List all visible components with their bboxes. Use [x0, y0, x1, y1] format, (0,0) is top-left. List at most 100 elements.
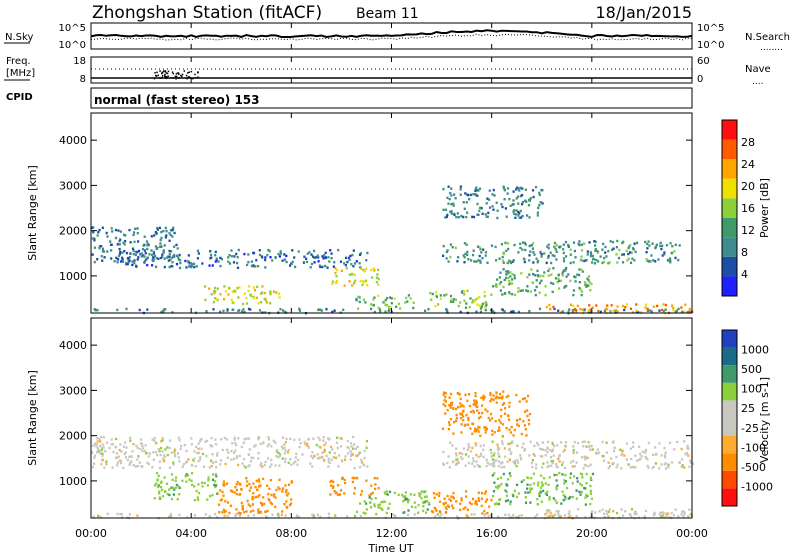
heatmap-cell [179, 447, 182, 451]
heatmap-cell [370, 268, 373, 272]
heatmap-cell [484, 308, 487, 312]
heatmap-cell [267, 436, 270, 439]
heatmap-cell [124, 240, 127, 243]
heatmap-cell [509, 516, 512, 519]
heatmap-cell [526, 487, 529, 490]
nave-point [161, 76, 163, 79]
heatmap-cell [535, 279, 538, 282]
heatmap-cell [210, 459, 213, 462]
nave-point [164, 71, 167, 73]
heatmap-cell [245, 297, 248, 300]
heatmap-cell [101, 443, 105, 446]
heatmap-cell [272, 495, 276, 498]
heatmap-cell [503, 402, 506, 405]
heatmap-cell [93, 456, 96, 459]
heatmap-cell [556, 444, 559, 447]
heatmap-cell [519, 289, 522, 292]
heatmap-cell [171, 478, 174, 482]
heatmap-cell [96, 451, 99, 454]
heatmap-cell [122, 233, 126, 237]
heatmap-cell [483, 492, 486, 495]
heatmap-cell [110, 438, 113, 441]
heatmap-cell [96, 440, 99, 443]
heatmap-cell [142, 244, 145, 247]
heatmap-cell [474, 404, 477, 407]
heatmap-cell [503, 189, 506, 192]
nave-point [164, 70, 167, 72]
heatmap-cell [333, 490, 336, 493]
heatmap-cell [538, 307, 542, 311]
heatmap-cell [161, 255, 164, 259]
heatmap-cell [226, 514, 229, 518]
heatmap-cell [581, 476, 584, 479]
heatmap-cell [465, 215, 468, 219]
heatmap-cell [138, 308, 141, 312]
heatmap-cell [578, 281, 581, 284]
heatmap-cell [450, 401, 453, 405]
heatmap-cell [552, 305, 555, 309]
heatmap-cell [597, 309, 600, 313]
heatmap-cell [545, 509, 549, 512]
heatmap-cell [620, 453, 623, 457]
heatmap-cell [516, 444, 519, 448]
heatmap-cell [265, 301, 268, 304]
heatmap-cell [390, 297, 393, 300]
heatmap-cell [324, 251, 327, 255]
heatmap-cell [456, 212, 459, 215]
heatmap-cell [257, 438, 260, 441]
nave-point [178, 73, 180, 75]
heatmap-cell [570, 303, 573, 306]
heatmap-cell [101, 458, 104, 461]
heatmap-cell [462, 405, 465, 408]
heatmap-cell [298, 307, 301, 310]
heatmap-cell [195, 265, 198, 268]
heatmap-cell [512, 460, 515, 464]
heatmap-cell [168, 515, 171, 518]
heatmap-cell [497, 452, 500, 455]
heatmap-cell [528, 216, 531, 219]
heatmap-cell [486, 461, 489, 464]
heatmap-cell [513, 462, 516, 465]
heatmap-cell [332, 265, 335, 268]
heatmap-cell [146, 242, 149, 246]
heatmap-cell [286, 494, 289, 497]
heatmap-cell [366, 251, 369, 255]
heatmap-cell [248, 489, 251, 492]
heatmap-cell [241, 302, 245, 306]
heatmap-cell [409, 493, 412, 496]
heatmap-cell [171, 228, 174, 232]
nave-point [177, 72, 180, 74]
heatmap-cell [212, 473, 215, 476]
heatmap-cell [519, 242, 522, 245]
heatmap-cell [355, 260, 358, 263]
heatmap-cell [521, 187, 524, 190]
heatmap-cell [521, 203, 524, 206]
heatmap-cell [92, 515, 95, 518]
heatmap-cell [177, 258, 180, 261]
heatmap-cell [592, 258, 595, 261]
heatmap-cell [161, 488, 164, 492]
heatmap-cell [110, 243, 113, 246]
heatmap-cell [276, 513, 279, 516]
heatmap-cell [458, 393, 461, 396]
heatmap-cell [497, 515, 500, 519]
heatmap-cell [454, 463, 457, 466]
heatmap-cell [153, 484, 157, 487]
heatmap-cell [432, 492, 435, 495]
nave-point [159, 70, 161, 72]
heatmap-cell [630, 515, 633, 518]
heatmap-cell [481, 212, 484, 215]
heatmap-cell [436, 513, 439, 516]
heatmap-cell [125, 261, 128, 265]
heatmap-cell [335, 441, 339, 444]
heatmap-cell [473, 399, 476, 402]
heatmap-cell [138, 461, 141, 464]
heatmap-cell [91, 253, 94, 256]
heatmap-cell [507, 276, 510, 280]
heatmap-cell [492, 188, 495, 192]
heatmap-cell [474, 502, 477, 505]
heatmap-cell [630, 508, 633, 511]
heatmap-cell [482, 444, 486, 447]
heatmap-cell [459, 185, 462, 188]
heatmap-cell [574, 280, 577, 283]
